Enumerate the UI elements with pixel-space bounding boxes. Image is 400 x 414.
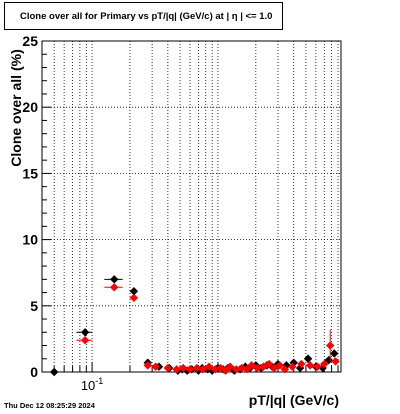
data-point — [275, 361, 284, 370]
data-point — [172, 365, 181, 374]
data-point — [232, 365, 241, 374]
data-point — [185, 365, 195, 374]
axes: 0 5 10 15 20 25 10-1 — [22, 33, 342, 393]
data-point — [129, 293, 139, 303]
data-point — [221, 366, 230, 375]
data-point — [330, 349, 339, 358]
data-point — [326, 341, 335, 350]
data-point — [264, 359, 274, 369]
timestamp: Thu Dec 12 08:25:29 2024 — [4, 401, 95, 410]
data-point — [110, 275, 119, 284]
data-point — [297, 359, 306, 369]
data-point — [151, 362, 160, 371]
y-tick-label: 15 — [22, 165, 38, 181]
data-point — [80, 328, 90, 337]
y-tick-label: 20 — [22, 99, 38, 115]
data-marks — [49, 275, 340, 377]
data-point — [331, 357, 340, 366]
data-point — [280, 365, 290, 374]
data-point — [305, 361, 315, 370]
data-point — [252, 363, 262, 373]
grid-lines — [41, 40, 341, 373]
y-tick-label: 5 — [30, 298, 38, 314]
data-point — [303, 354, 313, 363]
data-point — [192, 363, 202, 373]
x-axis-label: pT/|q| (GeV/c) — [249, 392, 339, 408]
data-point — [225, 362, 235, 371]
data-point — [129, 287, 139, 296]
data-point — [320, 359, 329, 369]
y-axis-label: Clone over all (%) — [8, 49, 24, 166]
data-point — [204, 362, 214, 371]
data-point — [242, 365, 252, 374]
data-point — [110, 283, 119, 292]
plot-frame — [41, 40, 342, 373]
data-point — [324, 355, 334, 365]
y-tick-label: 0 — [30, 364, 38, 380]
data-point — [288, 362, 297, 371]
data-point — [163, 363, 173, 373]
y-tick-label: 25 — [22, 33, 38, 49]
data-point — [80, 336, 90, 345]
data-point — [49, 367, 59, 377]
chart-title: Clone over all for Primary vs pT/|q| (Ge… — [4, 2, 283, 30]
data-point — [313, 362, 322, 371]
x-tick-label: 10-1 — [81, 376, 103, 393]
data-point — [198, 365, 208, 374]
data-point — [143, 361, 152, 370]
y-tick-label: 10 — [22, 232, 38, 248]
data-point — [179, 363, 188, 373]
